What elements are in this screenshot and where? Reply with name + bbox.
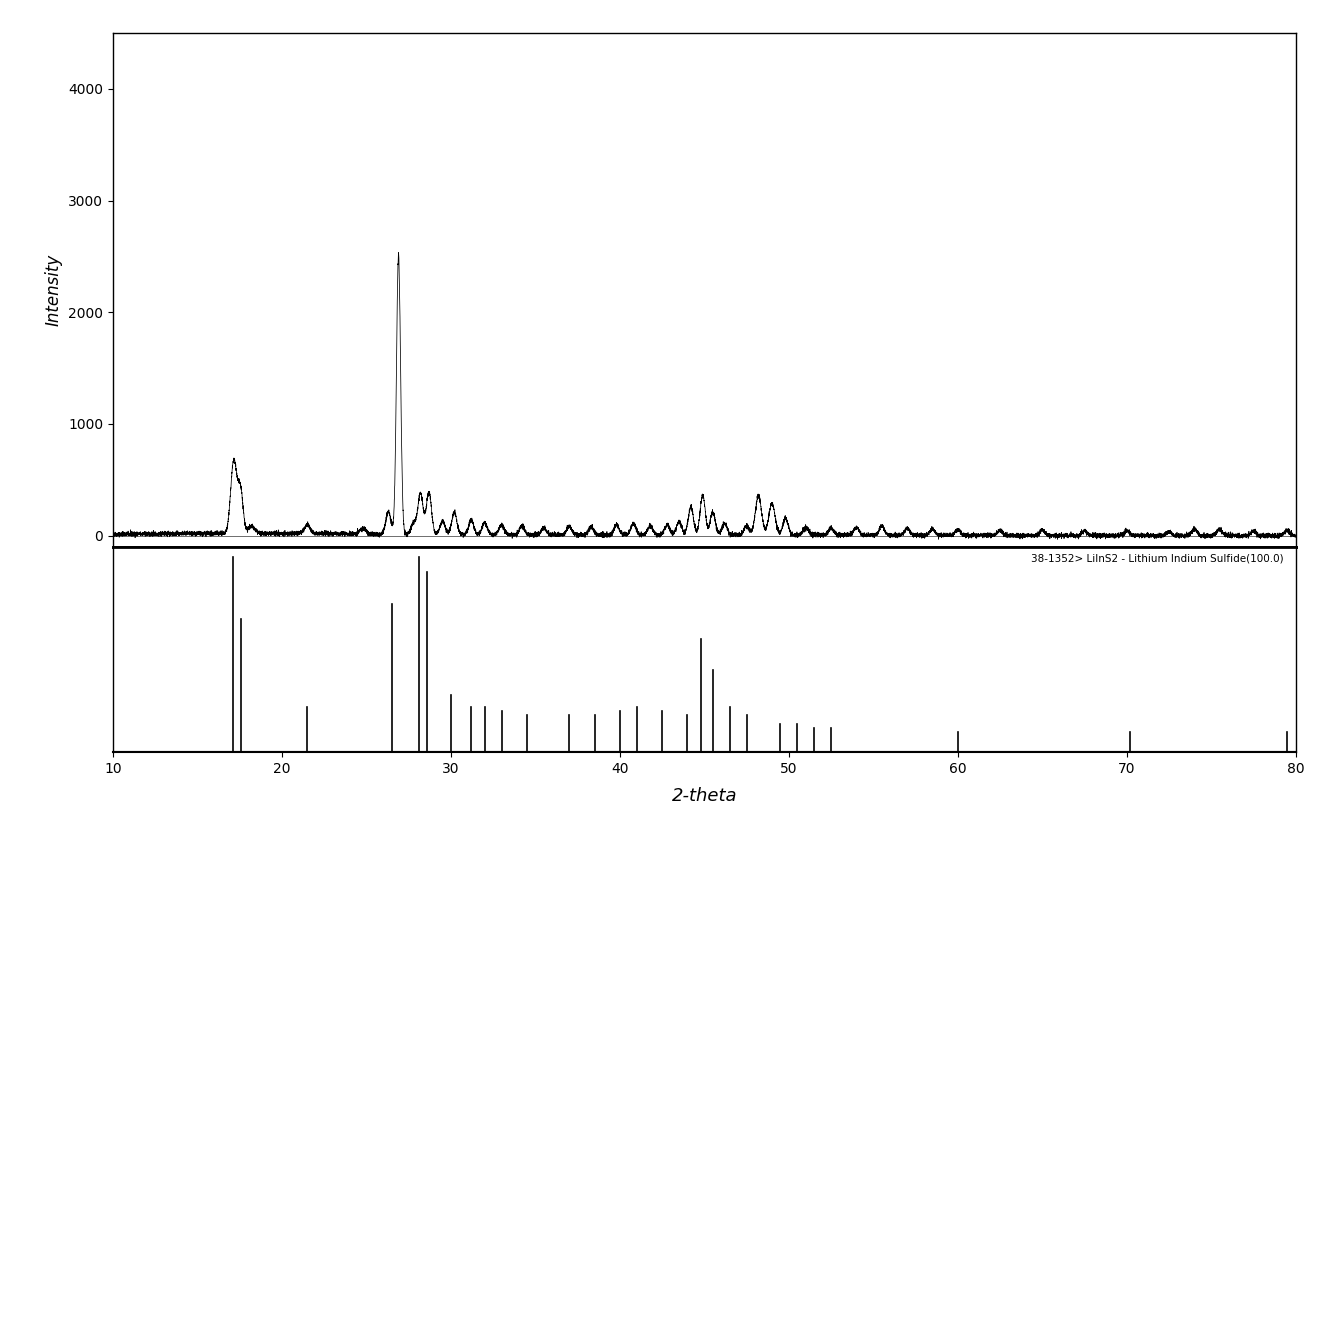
Text: 38-1352> LiInS2 - Lithium Indium Sulfide(100.0): 38-1352> LiInS2 - Lithium Indium Sulfide…: [1031, 553, 1284, 564]
X-axis label: 2-theta: 2-theta: [671, 787, 738, 805]
Y-axis label: Intensity: Intensity: [45, 253, 62, 326]
